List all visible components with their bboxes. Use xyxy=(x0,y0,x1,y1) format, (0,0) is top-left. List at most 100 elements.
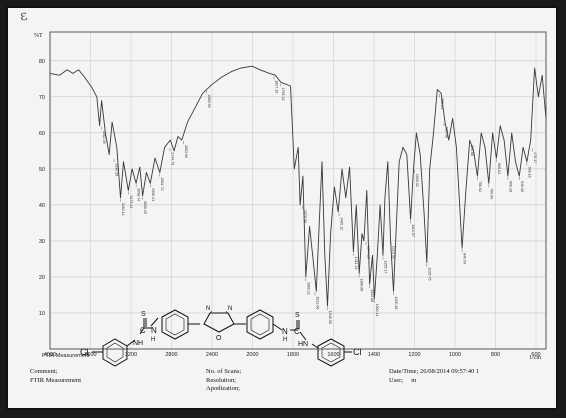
nh-left-lower: NH xyxy=(133,340,143,347)
hn-right-lower: HN xyxy=(298,341,308,348)
peak-label: 540.06 xyxy=(520,181,524,192)
h-right-upper: H xyxy=(283,337,287,343)
x-tick-label: 3200 xyxy=(125,352,137,358)
x-tick-label: 1400 xyxy=(368,352,380,358)
user-line: User; m xyxy=(389,377,479,386)
peak-label: 700.00 xyxy=(489,188,493,199)
y-tick-label: 50 xyxy=(39,167,45,173)
peak-label: 1660.22 xyxy=(306,282,310,295)
o-oxadiazole: O xyxy=(216,335,222,342)
peak-label: 2360.99 xyxy=(207,95,211,108)
c-right: C xyxy=(294,327,300,336)
peak-label: 1025.75 xyxy=(427,268,431,281)
x-tick-label: 1800 xyxy=(287,352,299,358)
peak-label: 1612.06 xyxy=(315,296,319,309)
spectrum-sheet xyxy=(6,6,558,410)
peak-label: 1411.21 xyxy=(354,257,358,270)
n-left-upper: N xyxy=(151,326,157,335)
benzene-ring-center-left-inner xyxy=(165,313,185,336)
n-right-upper: N xyxy=(282,327,288,336)
n-oxadiazole-right: N xyxy=(228,306,232,312)
datetime-block: Date/Time; 26/08/2014 09:57:40 1 User; m xyxy=(389,368,479,385)
cl-right: Cl xyxy=(353,347,362,357)
peak-label: 660.61 xyxy=(497,163,501,174)
y-tick-label: 70 xyxy=(39,95,45,101)
apodization-label: Apodization; xyxy=(206,385,240,392)
peak-label: 840.04 xyxy=(463,253,467,264)
chart-axes xyxy=(49,31,547,350)
peak-label: 1325.88 xyxy=(370,289,374,302)
x-tick-label: 1000 xyxy=(449,352,461,358)
peak-label: 1678.58 xyxy=(303,210,307,223)
x-tick-label: 2400 xyxy=(206,352,218,358)
scan-settings-block: No. of Scans; Resolution; Apodization; xyxy=(206,368,241,394)
peak-label: 760.62 xyxy=(478,181,482,192)
peak-label: 958.61 xyxy=(440,98,444,109)
peak-label: 1110.57 xyxy=(411,224,415,236)
peak-label: 1344.28 xyxy=(367,246,371,259)
y-tick-label: 60 xyxy=(39,131,45,137)
comment-block: Comment; FTIR Measurement xyxy=(30,368,81,385)
peak-label: 1300.44 xyxy=(375,304,379,317)
user-label: User; xyxy=(389,376,404,384)
x-tick-label: 1200 xyxy=(408,352,420,358)
peak-label: 2744.73 xyxy=(170,152,174,165)
plot-frame xyxy=(49,31,547,350)
resolution-label: Resolution; xyxy=(206,376,236,384)
h-left-upper: H xyxy=(151,337,155,343)
benzene-ring-center-right xyxy=(246,309,274,340)
comment-value: FTIR Measurement xyxy=(30,376,82,384)
molecule-structure xyxy=(92,309,352,367)
peak-label: 935.48 xyxy=(445,127,449,138)
x-tick-label: 2000 xyxy=(246,352,258,358)
user-value: m xyxy=(411,376,417,384)
peak-label: 500.16 xyxy=(527,167,531,178)
datetime-label: Date/Time; 26/08/2014 09:57:40 1 xyxy=(389,368,480,375)
peak-labels: 3462.39 3330.95 3262.14 3178.44 3098.743030.… xyxy=(101,76,537,324)
y-tick-label: 40 xyxy=(39,203,45,209)
benzene-ring-center-right-inner xyxy=(250,313,270,336)
x-tick-label: 600 xyxy=(531,352,540,358)
y-tick-label: 10 xyxy=(39,311,45,317)
peak-label: 3030.29 xyxy=(143,201,147,214)
benzene-ring-center-left xyxy=(161,309,189,340)
peak-label: 2854.72 xyxy=(160,177,164,190)
benzene-ring-right-inner xyxy=(321,342,341,363)
peak-label: 2603.90 xyxy=(184,145,188,158)
peak-label: 800.68 xyxy=(470,145,474,156)
benzene-ring-left xyxy=(102,338,128,367)
s-right: S xyxy=(295,312,300,319)
x-tick-label: 4000 xyxy=(44,352,56,358)
peak-label: 3262.14 xyxy=(121,203,125,216)
peak-label: 1827.19 xyxy=(274,80,278,93)
y-tick-label: 80 xyxy=(39,59,45,65)
peak-label: 1200.18 xyxy=(394,296,398,309)
spectrum-line xyxy=(49,65,547,307)
comment-label: Comment; xyxy=(30,368,58,375)
peak-label: 2950.21 xyxy=(151,188,155,201)
x-tick-label: 3600 xyxy=(84,352,96,358)
scans-label: No. of Scans; xyxy=(206,368,242,375)
n-oxadiazole-left: N xyxy=(206,306,210,312)
peak-label: 3330.95 xyxy=(114,163,118,176)
peak-label: 1485.12 xyxy=(340,217,344,230)
peak-label: 1380.66 xyxy=(360,278,364,291)
y-axis-label: %T xyxy=(34,33,43,39)
x-tick-label: 800 xyxy=(491,352,500,358)
peak-label: 470.17 xyxy=(533,152,537,163)
chart-ticks: 10 20 30 40 50 60 70 80 4000 3600 3200 2800 2400 2000… xyxy=(39,59,541,358)
x-tick-label: 1600 xyxy=(327,352,339,358)
peak-label: 1793.13 xyxy=(281,87,285,100)
peak-label: 1546.38 xyxy=(328,311,332,324)
chart-grid xyxy=(49,32,546,349)
benzene-ring-right xyxy=(317,338,345,367)
chart-series xyxy=(49,65,547,307)
s-left: S xyxy=(141,311,146,318)
peak-label: 3462.39 xyxy=(102,131,106,144)
peak-label: 1213.91 xyxy=(392,246,396,259)
x-axis-label: 1/cm xyxy=(529,355,541,361)
peak-label: 3098.74 xyxy=(137,188,141,201)
peak-label: 3178.44 xyxy=(129,196,133,209)
y-tick-label: 20 xyxy=(39,275,45,281)
